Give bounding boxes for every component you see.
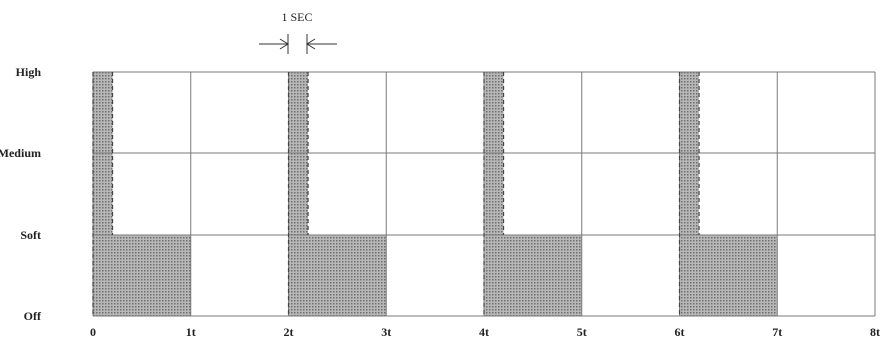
one-second-label: 1 SEC — [281, 10, 312, 24]
x-label-0: 0 — [90, 325, 96, 339]
one-second-marker: 1 SEC — [259, 10, 337, 54]
x-label-6: 6t — [675, 325, 685, 339]
soft-block-1 — [93, 235, 191, 316]
marker-left-arrowhead — [279, 38, 289, 50]
x-label-7: 7t — [772, 325, 782, 339]
x-label-8: 8t — [870, 325, 880, 339]
pulse-dashed-edges — [92, 72, 700, 316]
marker-right-arrowhead — [306, 38, 316, 50]
x-label-3: 3t — [381, 325, 391, 339]
y-label-soft: Soft — [20, 228, 41, 242]
pulse-fills — [93, 72, 778, 316]
y-label-medium: Medium — [0, 146, 41, 160]
x-axis-labels: 0 1t 2t 3t 4t 5t 6t 7t 8t — [90, 325, 880, 339]
y-label-off: Off — [24, 309, 42, 323]
soft-block-2 — [288, 235, 387, 316]
x-label-2: 2t — [284, 325, 294, 339]
y-label-high: High — [16, 65, 42, 79]
y-axis-labels: Off Soft Medium High — [0, 65, 42, 323]
x-label-1: 1t — [186, 325, 196, 339]
x-label-4: 4t — [479, 325, 489, 339]
x-label-5: 5t — [577, 325, 587, 339]
soft-block-3 — [484, 235, 582, 316]
soft-block-4 — [679, 235, 778, 316]
